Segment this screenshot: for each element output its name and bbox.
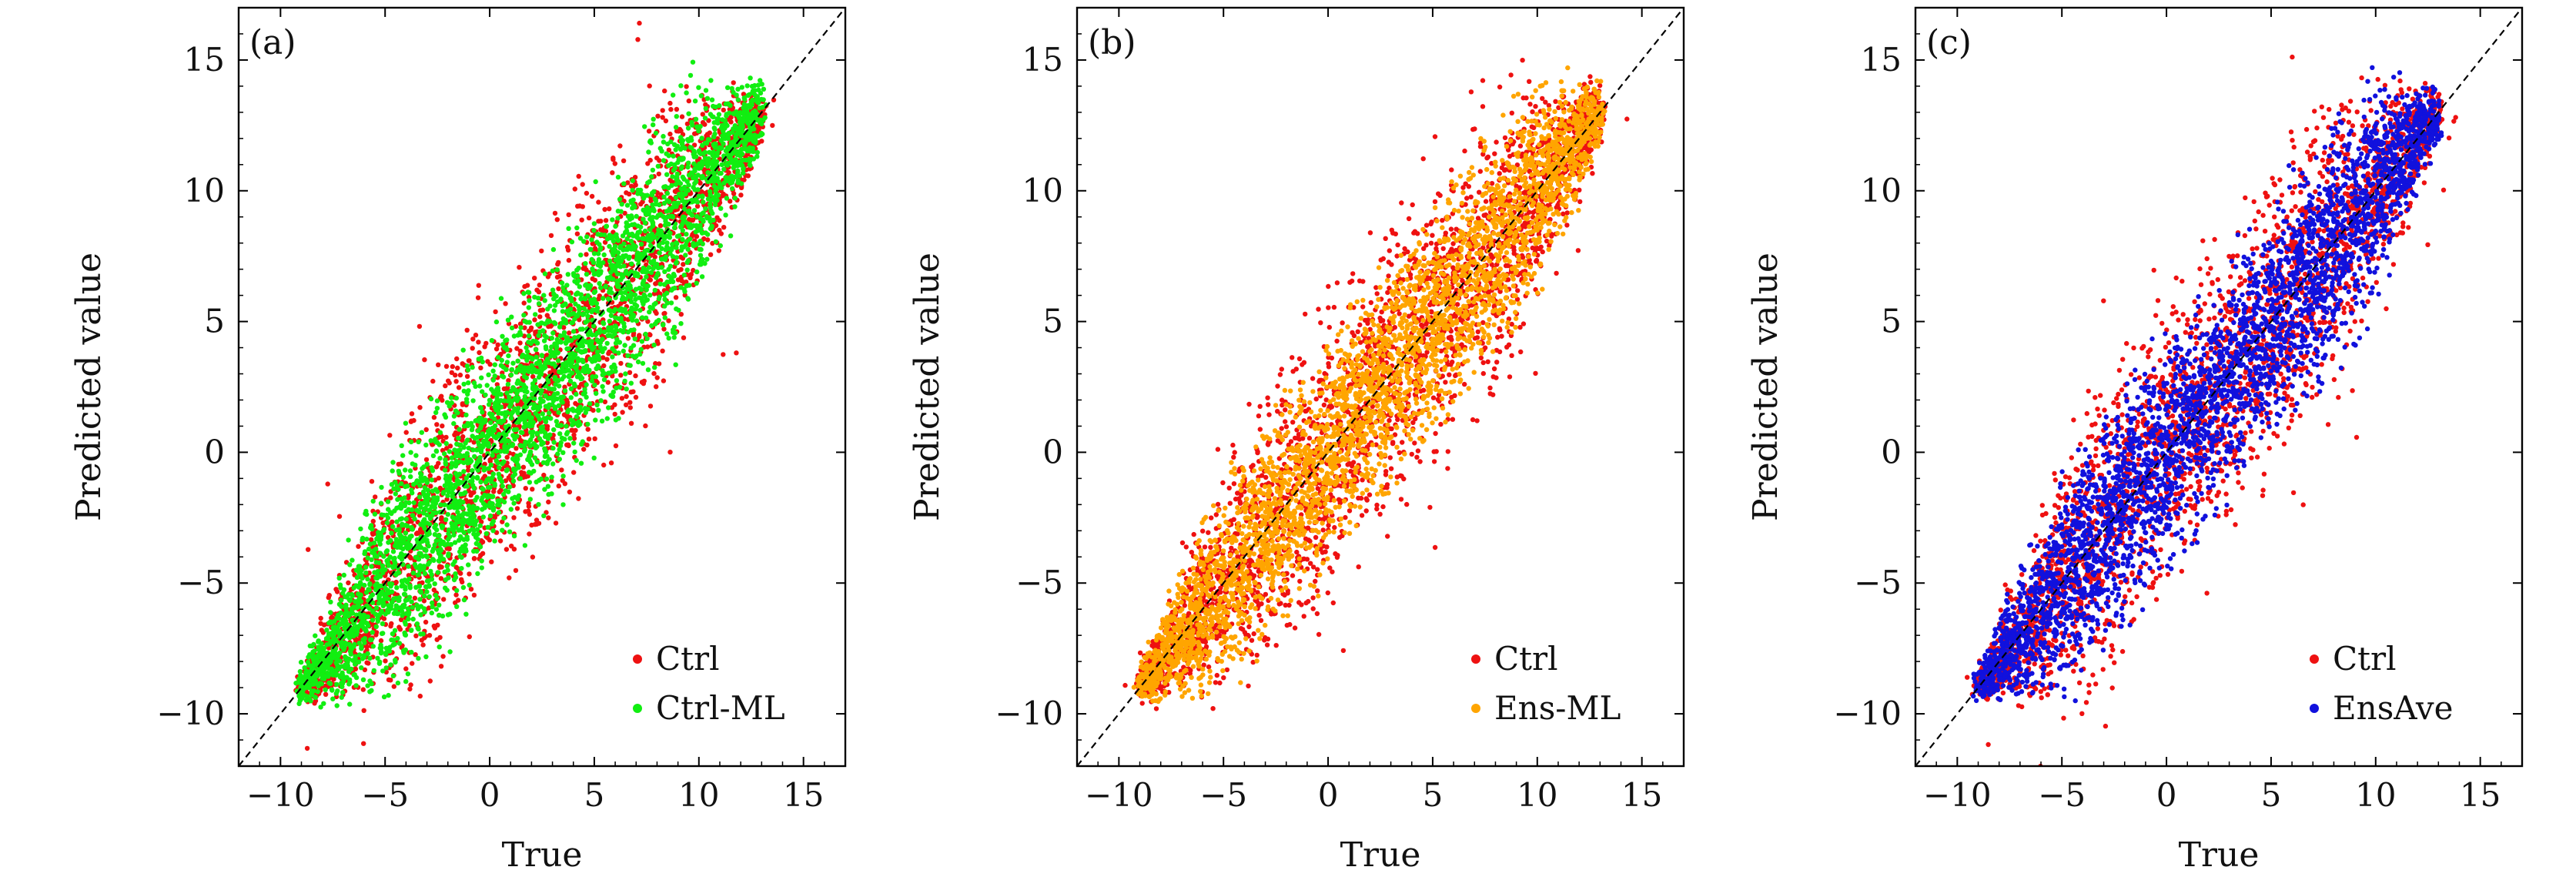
y-tick-label: 15 xyxy=(184,41,225,79)
x-tick-label: 5 xyxy=(584,776,605,814)
x-tick-label: −10 xyxy=(1085,776,1153,814)
legend-label: EnsAve xyxy=(2333,689,2453,727)
reference-line-y-equals-x xyxy=(238,7,846,767)
legend-label: Ens-ML xyxy=(1494,689,1621,727)
x-tick-label: −10 xyxy=(1923,776,1992,814)
x-tick-label: −5 xyxy=(1199,776,1247,814)
x-tick-label: 10 xyxy=(678,776,719,814)
panel-2: −10 −5 0 5 10 15 −10 −5 0 5 10 15 True Predicted valu… xyxy=(908,6,1685,875)
x-tick-label: −5 xyxy=(2038,776,2086,814)
legend-label: Ctrl xyxy=(2333,640,2397,678)
legend-marker xyxy=(2310,654,2319,664)
x-tick-label: −10 xyxy=(246,776,315,814)
y-tick-label: 5 xyxy=(1042,303,1063,340)
legend: Ctrl Ens-ML xyxy=(1471,640,1621,727)
y-axis-title: Predicted value xyxy=(908,253,947,521)
plot-frame xyxy=(237,6,847,768)
x-tick-label: 0 xyxy=(2156,776,2177,814)
plot-frame xyxy=(1076,6,1685,768)
y-tick-label: 0 xyxy=(204,433,225,470)
panel-label: (b) xyxy=(1088,23,1136,62)
reference-line-y-equals-x xyxy=(1915,7,2523,767)
y-tick-label: −5 xyxy=(177,564,225,601)
x-tick-label: 5 xyxy=(2261,776,2282,814)
plot-frame xyxy=(1914,6,2524,768)
legend: Ctrl EnsAve xyxy=(2310,640,2453,727)
x-tick-label: 10 xyxy=(2355,776,2396,814)
legend: Ctrl Ctrl-ML xyxy=(633,640,785,727)
series-ensave-points xyxy=(1971,65,2444,704)
legend-label: Ctrl-ML xyxy=(656,689,785,727)
y-axis-title: Predicted value xyxy=(1746,253,1785,521)
legend-label: Ctrl xyxy=(1494,640,1558,678)
series-ens-ml-points xyxy=(1131,65,1607,705)
y-tick-label: 5 xyxy=(204,303,225,340)
series-ctrl-points xyxy=(1122,58,1630,711)
panel-3: −10 −5 0 5 10 15 −10 −5 0 5 10 15 True Predicted valu… xyxy=(1746,6,2524,875)
x-axis-title: True xyxy=(502,835,583,875)
y-tick-label: 10 xyxy=(184,172,225,209)
y-tick-label: 0 xyxy=(1881,433,1902,470)
y-tick-label: 15 xyxy=(1022,41,1063,79)
legend-marker xyxy=(1471,704,1480,713)
legend-label: Ctrl xyxy=(656,640,720,678)
x-tick-label: 15 xyxy=(783,776,824,814)
y-tick-label: 15 xyxy=(1861,41,1902,79)
legend-marker xyxy=(2310,704,2319,713)
x-tick-label: 10 xyxy=(1517,776,1557,814)
panel-label: (c) xyxy=(1926,23,1972,62)
y-tick-label: −10 xyxy=(1833,695,1902,732)
x-axis-title: True xyxy=(2179,835,2260,875)
y-tick-label: 0 xyxy=(1042,433,1063,470)
x-tick-label: 15 xyxy=(2460,776,2501,814)
y-axis-title: Predicted value xyxy=(69,253,109,521)
panel-1: −10 −5 0 5 10 15 −10 −5 0 5 10 15 True Predicted valu… xyxy=(69,6,847,875)
y-tick-label: −10 xyxy=(156,695,225,732)
panel-label: (a) xyxy=(249,23,296,62)
x-tick-label: −5 xyxy=(361,776,409,814)
x-tick-label: 0 xyxy=(480,776,500,814)
x-axis-title: True xyxy=(1340,835,1421,875)
y-tick-label: −10 xyxy=(995,695,1063,732)
y-tick-label: −5 xyxy=(1854,564,1902,601)
y-tick-label: −5 xyxy=(1015,564,1063,601)
x-tick-label: 15 xyxy=(1621,776,1662,814)
y-tick-label: 10 xyxy=(1861,172,1902,209)
legend-marker xyxy=(633,654,642,664)
reference-line-y-equals-x xyxy=(1076,7,1684,767)
legend-marker xyxy=(633,704,642,713)
y-tick-label: 10 xyxy=(1022,172,1063,209)
x-tick-label: 0 xyxy=(1318,776,1339,814)
series-ctrl-ml-points xyxy=(293,59,769,710)
y-tick-label: 5 xyxy=(1881,303,1902,340)
x-tick-label: 5 xyxy=(1423,776,1444,814)
legend-marker xyxy=(1471,654,1480,664)
